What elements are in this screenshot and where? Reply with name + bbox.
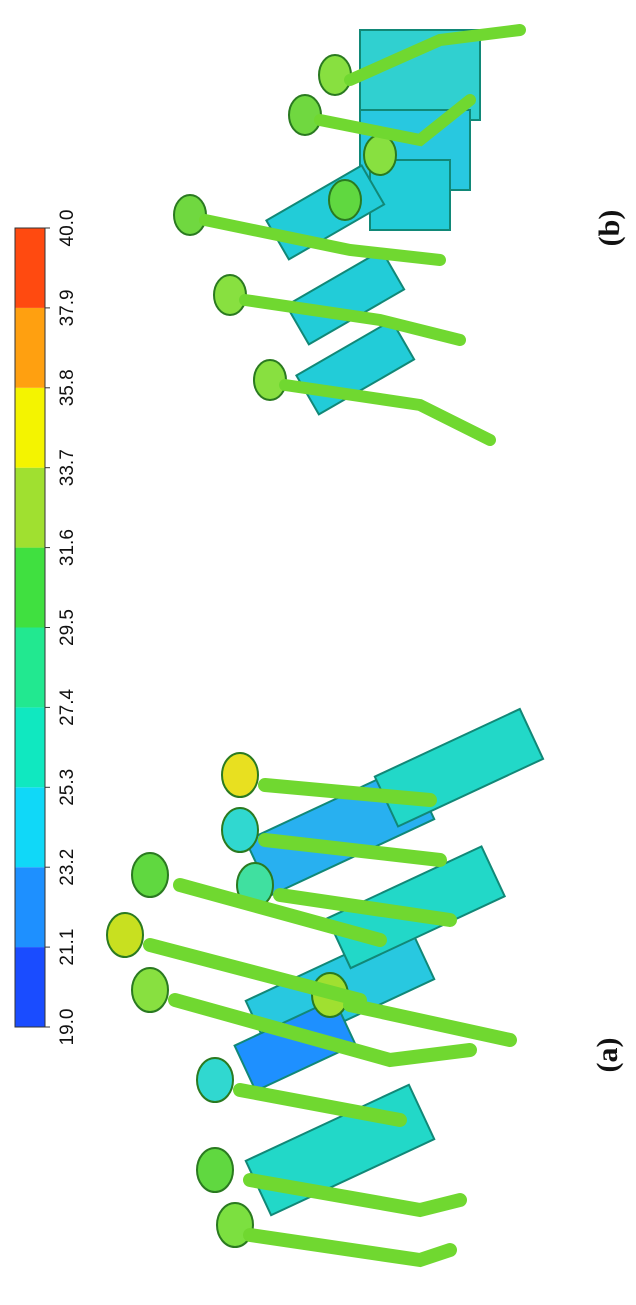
colorbar-segment (15, 947, 45, 1027)
colorbar-segment (15, 228, 45, 308)
tick-label: 23.2 (57, 849, 78, 886)
tick-label: 35.8 (57, 369, 78, 406)
colorbar-segment (15, 628, 45, 708)
tick-label: 40.0 (57, 210, 78, 247)
tick-label: 33.7 (57, 449, 78, 486)
figure: 19.0 21.1 23.2 25.3 27.4 29.5 31.6 33.7 35.8 37.9… (0, 0, 636, 1305)
panel-label: (a) (591, 1038, 624, 1073)
colorbar-segment (15, 308, 45, 388)
tick-label: 29.5 (57, 609, 78, 646)
colorbar-segment (15, 468, 45, 548)
tick-label: 19.0 (57, 1009, 78, 1046)
tick-label: 37.9 (57, 289, 78, 326)
colorbar-segment (15, 388, 45, 468)
tick-label: 31.6 (57, 529, 78, 566)
colorbar-segment (15, 548, 45, 628)
desk-row (266, 30, 480, 414)
colorbar-segment (15, 867, 45, 947)
tick-label: 21.1 (57, 929, 78, 966)
panel-b-scene (174, 30, 520, 440)
panel-a-scene (107, 709, 543, 1260)
panel-label: (b) (593, 210, 626, 247)
colorbar-segment (15, 787, 45, 867)
tick-label: 27.4 (57, 688, 78, 725)
page: {"colorbar": { "ticks": [ {"value": 19.0… (0, 0, 636, 1305)
tick-label: 25.3 (57, 769, 78, 806)
colorbar-segment (15, 707, 45, 787)
colorbar: 19.0 21.1 23.2 25.3 27.4 29.5 31.6 33.7 35.8 37.9… (15, 210, 78, 1046)
